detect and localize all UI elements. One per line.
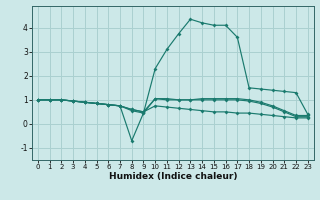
X-axis label: Humidex (Indice chaleur): Humidex (Indice chaleur): [108, 172, 237, 181]
